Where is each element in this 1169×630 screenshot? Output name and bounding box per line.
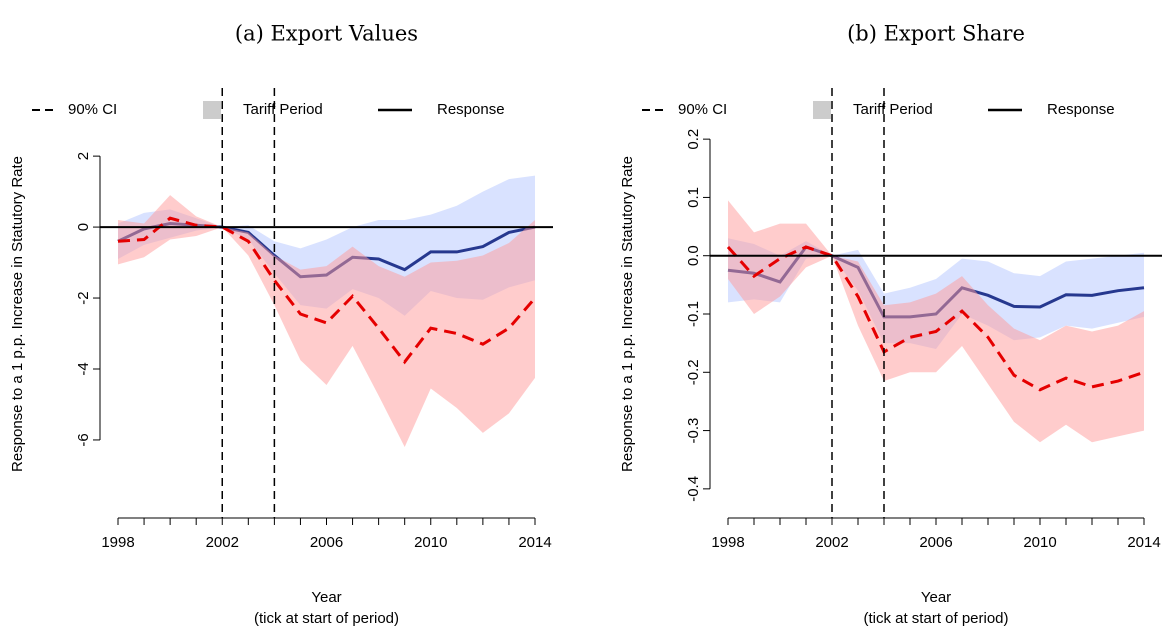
x-tick-label: 2014 [1127,534,1160,551]
y-axis-label: Response to a 1 p.p. Increase in Statuto… [619,156,636,472]
dashed-line [726,245,1145,392]
x-tick-label: 1998 [101,534,134,551]
legend-label: 90% CI [68,101,117,118]
legend-label: Response [1047,101,1115,118]
legend-label: Tariff Period [853,101,933,118]
panel: (b) Export Share Response to a 1 p.p. Inc… [619,22,1162,627]
ci-band [728,200,1144,443]
y-tick-label: 0.0 [685,245,702,266]
x-axis-label: Year [921,589,951,606]
y-tick-label: -6 [75,433,92,446]
y-tick-label: -0.1 [685,301,702,327]
y-tick-label: -2 [75,291,92,304]
x-tick-label: 2010 [1023,534,1056,551]
y-tick-label: -0.2 [685,359,702,385]
x-tick-label: 1998 [711,534,744,551]
y-tick-label: -0.4 [685,476,702,502]
legend-label: Tariff Period [243,101,323,118]
y-tick-label: 0 [75,223,92,231]
panel: (a) Export Values Response to a 1 p.p. In… [9,22,553,627]
x-axis-note: (tick at start of period) [863,610,1008,627]
y-axis-label: Response to a 1 p.p. Increase in Statuto… [9,156,26,472]
x-tick-label: 2014 [518,534,551,551]
y-tick-label: -4 [75,362,92,375]
x-tick-label: 2006 [919,534,952,551]
x-tick-label: 2006 [310,534,343,551]
legend-swatch [203,101,221,119]
legend-label: 90% CI [678,101,727,118]
legend-swatch [813,101,831,119]
panel-title: (a) Export Values [235,22,418,46]
y-tick-label: 0.1 [685,187,702,208]
x-tick-label: 2010 [414,534,447,551]
panel-title: (b) Export Share [847,22,1025,46]
y-tick-label: -0.3 [685,418,702,444]
x-axis-label: Year [311,589,341,606]
dashed-line [117,216,537,365]
x-tick-label: 2002 [815,534,848,551]
y-tick-label: 0.2 [685,129,702,150]
ci-band [118,195,535,448]
x-axis-note: (tick at start of period) [254,610,399,627]
y-tick-label: 2 [75,152,92,160]
x-tick-label: 2002 [206,534,239,551]
legend-label: Response [437,101,505,118]
